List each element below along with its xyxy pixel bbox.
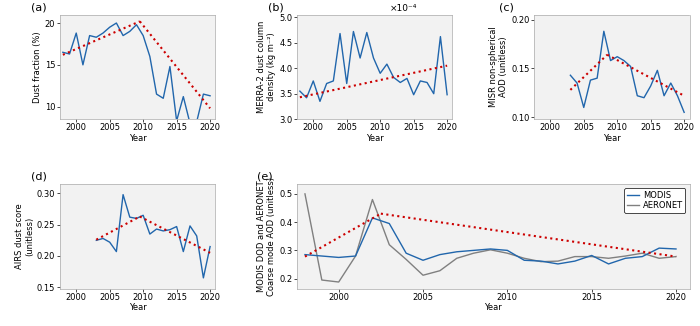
Text: (a): (a)	[32, 3, 47, 13]
AERONET	[486, 248, 495, 252]
MODIS	[453, 250, 461, 254]
MODIS	[503, 248, 512, 252]
Line: AERONET: AERONET	[305, 194, 676, 282]
X-axis label: Year: Year	[129, 303, 146, 312]
AERONET	[301, 192, 309, 196]
MODIS	[621, 256, 629, 260]
AERONET	[638, 251, 647, 255]
MODIS	[537, 259, 545, 263]
AERONET	[402, 258, 410, 261]
Text: (e): (e)	[257, 172, 273, 182]
MODIS	[570, 259, 579, 263]
AERONET	[351, 254, 360, 258]
Y-axis label: MODIS DOD and AERONET
Coarse mode AOD (unitless): MODIS DOD and AERONET Coarse mode AOD (u…	[257, 177, 276, 296]
Text: (b): (b)	[269, 3, 284, 13]
AERONET	[503, 251, 512, 255]
Legend: MODIS, AERONET: MODIS, AERONET	[624, 188, 685, 213]
MODIS	[486, 247, 495, 251]
X-axis label: Year: Year	[365, 134, 384, 143]
AERONET	[419, 273, 427, 277]
MODIS	[368, 216, 377, 220]
AERONET	[672, 255, 680, 259]
MODIS	[638, 255, 647, 259]
MODIS	[435, 253, 444, 257]
X-axis label: Year: Year	[603, 134, 620, 143]
Y-axis label: Dust fraction (%): Dust fraction (%)	[33, 31, 42, 103]
MODIS	[655, 246, 664, 250]
Text: ×10⁻⁴: ×10⁻⁴	[390, 4, 417, 13]
Y-axis label: MERRA-2 dust column
density (kg m⁻²): MERRA-2 dust column density (kg m⁻²)	[257, 21, 276, 113]
MODIS	[335, 256, 343, 259]
AERONET	[435, 269, 444, 273]
MODIS	[520, 258, 528, 262]
MODIS	[385, 222, 393, 226]
Line: MODIS: MODIS	[305, 218, 676, 264]
AERONET	[318, 278, 326, 282]
AERONET	[621, 254, 629, 258]
AERONET	[385, 243, 393, 247]
AERONET	[453, 256, 461, 260]
AERONET	[470, 251, 478, 255]
Y-axis label: AIRS dust score
(unitless): AIRS dust score (unitless)	[15, 203, 34, 269]
MODIS	[318, 254, 326, 258]
MODIS	[554, 262, 562, 266]
Y-axis label: MISR non-spherical
AOD (unitless): MISR non-spherical AOD (unitless)	[489, 26, 508, 107]
MODIS	[402, 251, 410, 255]
Text: (c): (c)	[499, 3, 514, 13]
AERONET	[335, 280, 343, 284]
AERONET	[554, 259, 562, 263]
MODIS	[587, 254, 596, 258]
AERONET	[520, 256, 528, 260]
MODIS	[351, 254, 360, 258]
AERONET	[537, 260, 545, 264]
MODIS	[604, 262, 612, 266]
X-axis label: Year: Year	[484, 303, 502, 312]
AERONET	[655, 256, 664, 260]
AERONET	[604, 256, 612, 260]
MODIS	[470, 248, 478, 252]
AERONET	[570, 255, 579, 259]
AERONET	[587, 255, 596, 259]
Text: (d): (d)	[32, 172, 48, 182]
MODIS	[672, 247, 680, 251]
MODIS	[301, 253, 309, 257]
AERONET	[368, 198, 377, 201]
MODIS	[419, 258, 427, 262]
X-axis label: Year: Year	[129, 134, 146, 143]
